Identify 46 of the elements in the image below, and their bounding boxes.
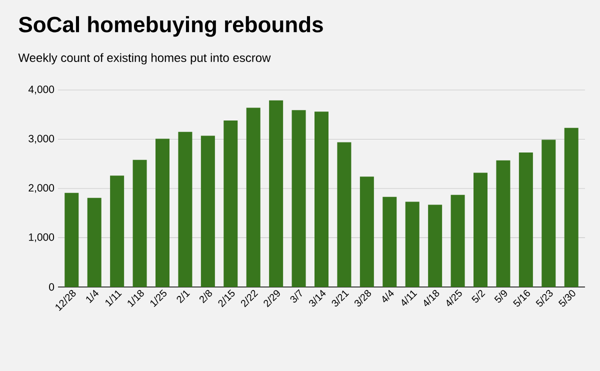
bar [64, 192, 79, 287]
x-tick-label: 1/11 [106, 290, 122, 306]
x-tick-label: 2/8 [199, 290, 212, 304]
bar [246, 108, 260, 287]
x-tick-label: 1/4 [86, 290, 99, 304]
y-tick-label: 2,000 [28, 184, 54, 193]
x-tick-label: 4/4 [382, 290, 394, 302]
x-tick-label: 5/2 [472, 290, 486, 303]
bar [337, 142, 352, 287]
bar [428, 204, 442, 287]
bar [450, 194, 465, 287]
bar [474, 172, 488, 287]
x-tick-label: 5/23 [536, 290, 553, 307]
bar [542, 140, 556, 287]
bar [269, 100, 284, 287]
y-tick-label: 3,000 [28, 134, 54, 144]
bar [405, 202, 420, 287]
bar [224, 120, 238, 287]
bar [156, 138, 170, 287]
y-tick-label: 0 [49, 283, 54, 291]
bar [200, 136, 215, 287]
bar [110, 176, 124, 287]
chart-title: SoCal homebuying rebounds [18, 16, 323, 37]
x-tick-label: 4/11 [402, 290, 418, 306]
x-tick-label: 3/14 [309, 290, 326, 307]
x-tick-label: 3/21 [332, 290, 349, 307]
x-tick-label: 3/7 [290, 289, 302, 303]
y-tick-label: 4,000 [28, 86, 54, 94]
x-tick-label: 2/1 [176, 290, 190, 304]
x-tick-label: 5/9 [494, 290, 507, 303]
x-tick-label: 4/18 [424, 290, 440, 306]
bar [518, 152, 533, 287]
chart-subtitle: Weekly count of existing homes put into escrow [18, 53, 271, 64]
x-tick-label: 3/28 [354, 290, 372, 307]
bar [87, 198, 102, 287]
bar [564, 128, 578, 287]
bar [132, 160, 147, 287]
x-tick-label: 5/30 [558, 290, 576, 307]
bar [314, 112, 329, 287]
bar [292, 110, 306, 287]
y-tick-label: 1,000 [29, 233, 54, 242]
bar [382, 196, 397, 287]
bar [360, 176, 374, 287]
x-tick-label: 5/16 [513, 290, 530, 307]
bar [496, 160, 510, 287]
bar [178, 132, 192, 287]
